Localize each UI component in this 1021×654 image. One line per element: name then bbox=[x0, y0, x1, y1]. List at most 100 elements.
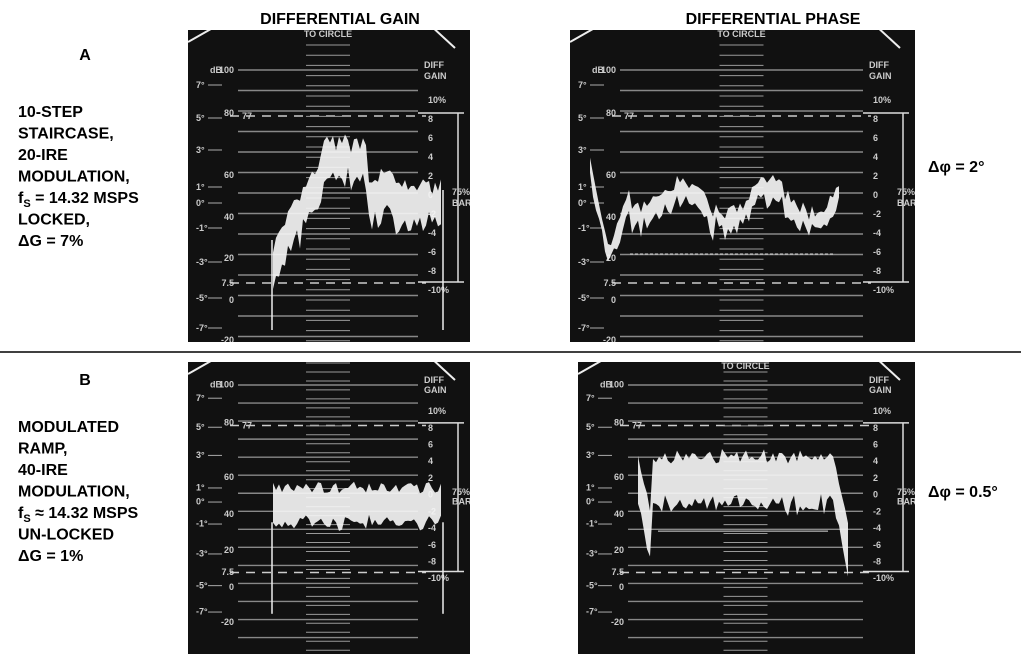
circle-label: TO CIRCLE bbox=[717, 29, 765, 39]
gain-label: -4 bbox=[428, 523, 436, 533]
delta-phase: Δφ = 0.5° bbox=[928, 484, 998, 501]
screen: TO CIRCLEdB7°5°3°1°0°-1°-3°-5°-7°1008060… bbox=[570, 29, 915, 342]
arrow-line bbox=[433, 30, 456, 49]
db-unit: dB bbox=[210, 380, 222, 390]
trace bbox=[590, 157, 839, 262]
arrow-line bbox=[578, 362, 602, 375]
db-label: 0° bbox=[586, 497, 595, 507]
gain-label: 8 bbox=[428, 423, 433, 433]
db-label: -7° bbox=[578, 323, 590, 333]
gain-label: 8 bbox=[873, 114, 878, 124]
db-label: -3° bbox=[196, 549, 208, 559]
screen: TO CIRCLEdB7°5°3°1°0°-1°-3°-5°-7°1008060… bbox=[578, 362, 923, 654]
ref-label: 77 bbox=[632, 420, 642, 430]
gain-label: -4 bbox=[873, 523, 881, 533]
gain-label: 10% bbox=[873, 95, 891, 105]
db-label: 7° bbox=[196, 393, 205, 403]
gain-label: -10% bbox=[873, 285, 894, 295]
gain-label: 2 bbox=[873, 473, 878, 483]
db-label: 3° bbox=[578, 145, 587, 155]
screen-content: TO CIRCLEdB7°5°3°1°0°-1°-3°-5°-7°1008060… bbox=[570, 29, 915, 342]
db-label: 7° bbox=[578, 80, 587, 90]
ire-label: 20 bbox=[614, 545, 624, 555]
ref-label: 77 bbox=[242, 111, 252, 121]
ire-label: -20 bbox=[221, 617, 234, 627]
bars-label: BARS bbox=[897, 497, 923, 507]
bars-label: 75% bbox=[897, 187, 915, 197]
db-unit: dB bbox=[600, 380, 612, 390]
db-label: 0° bbox=[196, 497, 205, 507]
gain-label: -10% bbox=[428, 573, 449, 583]
ire-label: 7.5 bbox=[221, 567, 234, 577]
gain-label: -6 bbox=[428, 540, 436, 550]
ire-label: 60 bbox=[224, 472, 234, 482]
gain-label: -10% bbox=[428, 285, 449, 295]
gain-label: 8 bbox=[873, 423, 878, 433]
ire-label: 40 bbox=[224, 509, 234, 519]
db-unit: dB bbox=[592, 65, 604, 75]
db-label: -7° bbox=[586, 607, 598, 617]
db-label: -5° bbox=[196, 293, 208, 303]
ire-label: 20 bbox=[224, 545, 234, 555]
ire-label: 0 bbox=[611, 295, 616, 305]
condition-line: MODULATED bbox=[18, 419, 119, 436]
gain-label: -4 bbox=[873, 228, 881, 238]
db-label: 5° bbox=[196, 422, 205, 432]
gain-label: 6 bbox=[873, 439, 878, 449]
condition-line: LOCKED, bbox=[18, 212, 90, 229]
condition-line: MODULATION, bbox=[18, 169, 130, 186]
ref-label: 77 bbox=[242, 420, 252, 430]
diff-gain-label: DIFF bbox=[424, 60, 444, 70]
db-label: -3° bbox=[586, 549, 598, 559]
gain-label: 6 bbox=[428, 133, 433, 143]
db-label: -7° bbox=[196, 607, 208, 617]
trace bbox=[273, 481, 441, 531]
column-header: DIFFERENTIAL GAIN bbox=[260, 11, 420, 28]
bars-label: 75% bbox=[452, 487, 470, 497]
db-label: -1° bbox=[196, 223, 208, 233]
arrow-line bbox=[433, 362, 456, 381]
ire-label: -20 bbox=[221, 335, 234, 345]
db-label: 7° bbox=[196, 80, 205, 90]
db-label: -1° bbox=[578, 223, 590, 233]
gain-label: 4 bbox=[873, 456, 878, 466]
db-label: 5° bbox=[578, 113, 587, 123]
gain-label: 4 bbox=[428, 456, 433, 466]
bars-label: BARS bbox=[452, 497, 478, 507]
gain-label: -8 bbox=[428, 557, 436, 567]
ire-label: 100 bbox=[219, 65, 234, 75]
gain-label: 10% bbox=[428, 406, 446, 416]
ire-label: 80 bbox=[606, 108, 616, 118]
condition-line: ΔG = 1% bbox=[18, 548, 83, 565]
diff-gain-label: GAIN bbox=[424, 385, 447, 395]
db-label: -5° bbox=[586, 580, 598, 590]
condition-line: fS ≈ 14.32 MSPS bbox=[18, 505, 139, 525]
db-label: 7° bbox=[586, 393, 595, 403]
db-label: -1° bbox=[196, 519, 208, 529]
gain-label: -8 bbox=[428, 266, 436, 276]
subscript: S bbox=[23, 513, 30, 525]
ire-label: 7.5 bbox=[611, 567, 624, 577]
ire-label: 40 bbox=[606, 212, 616, 222]
ire-label: 0 bbox=[229, 295, 234, 305]
db-label: 0° bbox=[578, 198, 587, 208]
row-label: B bbox=[79, 372, 91, 389]
gain-label: -2 bbox=[873, 506, 881, 516]
gain-label: 2 bbox=[428, 171, 433, 181]
gain-label: -6 bbox=[873, 247, 881, 257]
db-label: -5° bbox=[578, 293, 590, 303]
condition-line: MODULATION, bbox=[18, 484, 130, 501]
column-header: DIFFERENTIAL PHASE bbox=[686, 11, 861, 28]
ire-label: -20 bbox=[611, 617, 624, 627]
symbol: f bbox=[18, 190, 24, 207]
ire-label: 0 bbox=[619, 582, 624, 592]
ire-label: 60 bbox=[606, 170, 616, 180]
rest: = 14.32 MSPS bbox=[31, 190, 139, 207]
circle-label: TO CIRCLE bbox=[304, 29, 352, 39]
gain-label: -8 bbox=[873, 557, 881, 567]
db-label: -5° bbox=[196, 580, 208, 590]
gain-label: 2 bbox=[428, 473, 433, 483]
condition-line: 10-STEP bbox=[18, 104, 83, 121]
screen-content: dB 7° 5° 3° 1° 0° -1° -3° -5° -7° 100 80 60 40 20 7.5 0 -… bbox=[188, 362, 478, 654]
condition-line: 40-IRE bbox=[18, 462, 68, 479]
